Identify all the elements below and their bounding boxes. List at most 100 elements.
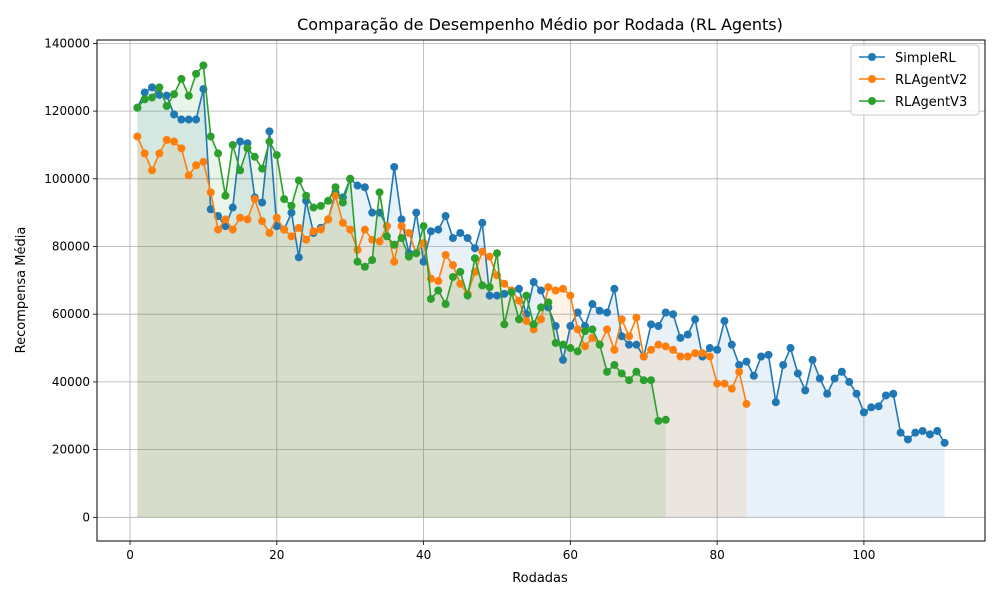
data-point (228, 203, 237, 212)
data-point (925, 430, 934, 439)
data-point (265, 228, 274, 237)
data-point (272, 213, 281, 222)
series-lines (133, 61, 949, 447)
data-point (603, 367, 612, 376)
data-point (823, 389, 832, 398)
data-point (287, 208, 296, 217)
data-point (214, 149, 223, 158)
legend-box (850, 44, 980, 116)
x-tick-label: 80 (709, 548, 724, 562)
data-point (793, 369, 802, 378)
y-axis-ticks: 0 20000 40000 60000 80000 100000 120000 140000 (44, 36, 97, 524)
data-point (140, 149, 149, 158)
data-point (397, 234, 406, 243)
data-point (177, 74, 186, 83)
data-point (302, 191, 311, 200)
data-point (302, 235, 311, 244)
data-point (148, 166, 157, 175)
data-point (478, 218, 487, 227)
data-point (933, 426, 942, 435)
data-point (463, 234, 472, 243)
data-point (390, 162, 399, 171)
data-point (294, 176, 303, 185)
data-point (713, 345, 722, 354)
data-point (735, 367, 744, 376)
data-point (514, 296, 523, 305)
data-point (456, 228, 465, 237)
data-point (221, 215, 230, 224)
data-point (727, 384, 736, 393)
data-point (368, 256, 377, 265)
data-point (199, 157, 208, 166)
area-fills (137, 65, 945, 518)
data-point (177, 115, 186, 124)
data-point (397, 222, 406, 231)
data-point (551, 286, 560, 295)
y-tick-label: 20000 (52, 443, 90, 457)
legend-item: RLAgentV3 (859, 95, 967, 110)
area-fill-RLAgentV2 (137, 136, 747, 518)
legend-item: RLAgentV2 (859, 73, 967, 88)
data-point (148, 83, 157, 92)
data-point (148, 93, 157, 102)
data-point (470, 244, 479, 253)
data-point (434, 286, 443, 295)
data-point (881, 391, 890, 400)
data-point (647, 376, 656, 385)
legend-marker (868, 97, 876, 105)
data-point (133, 132, 142, 141)
data-point (456, 267, 465, 276)
data-point (845, 377, 854, 386)
data-point (448, 272, 457, 281)
data-point (492, 291, 501, 300)
data-point (537, 286, 545, 295)
data-point (727, 340, 736, 349)
data-point (478, 247, 487, 256)
data-point (544, 298, 553, 307)
data-point (522, 291, 531, 300)
data-point (559, 355, 568, 364)
data-point (610, 284, 619, 293)
x-tick-label: 0 (126, 548, 134, 562)
data-point (566, 344, 575, 353)
data-point (625, 340, 634, 349)
data-point (771, 398, 780, 407)
data-point (889, 389, 898, 398)
data-point (258, 164, 267, 173)
data-point (236, 137, 245, 146)
data-point (683, 330, 692, 339)
data-point (581, 327, 590, 336)
data-point (683, 352, 692, 361)
series-SimpleRL (133, 83, 949, 447)
data-point (338, 218, 347, 227)
data-point (529, 320, 538, 329)
data-point (749, 371, 758, 380)
data-point (155, 149, 164, 158)
data-point (470, 254, 479, 263)
y-axis-label: Recompensa Média (14, 227, 29, 354)
data-point (456, 279, 465, 288)
data-point (426, 227, 435, 236)
data-point (573, 325, 582, 334)
data-point (625, 332, 634, 341)
data-point (705, 344, 714, 353)
data-point (309, 203, 318, 212)
data-point (170, 137, 179, 146)
data-point (661, 342, 670, 351)
data-point (441, 300, 450, 309)
data-point (397, 215, 406, 224)
data-point (426, 294, 435, 303)
chart-title: Comparação de Desempenho Médio por Rodad… (297, 15, 783, 34)
y-tick-label: 60000 (52, 307, 90, 321)
data-point (742, 399, 751, 408)
data-point (250, 195, 259, 204)
data-point (250, 152, 259, 161)
data-point (294, 223, 303, 232)
data-point (133, 103, 142, 112)
data-point (595, 340, 604, 349)
data-point (140, 95, 149, 104)
data-point (243, 144, 252, 153)
data-point (757, 352, 766, 361)
legend-label: SimpleRL (895, 51, 956, 66)
data-point (573, 347, 582, 356)
